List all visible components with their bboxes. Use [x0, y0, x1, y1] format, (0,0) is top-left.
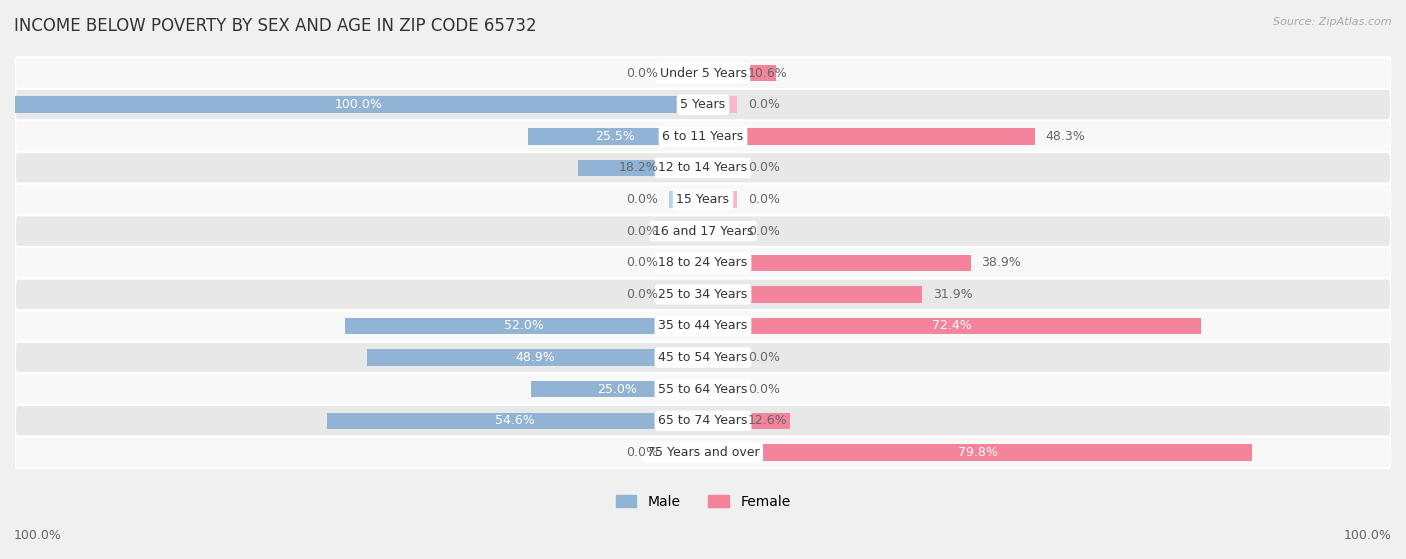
Text: 5 Years: 5 Years: [681, 98, 725, 111]
Text: 0.0%: 0.0%: [748, 225, 780, 238]
Bar: [367, 349, 703, 366]
Text: 0.0%: 0.0%: [748, 162, 780, 174]
FancyBboxPatch shape: [15, 121, 1391, 152]
Bar: [703, 318, 1201, 334]
FancyBboxPatch shape: [15, 373, 1391, 405]
Text: 35 to 44 Years: 35 to 44 Years: [658, 319, 748, 333]
Text: 0.0%: 0.0%: [626, 288, 658, 301]
FancyBboxPatch shape: [15, 310, 1391, 342]
FancyBboxPatch shape: [15, 278, 1391, 310]
Text: 25.5%: 25.5%: [595, 130, 636, 143]
Bar: [703, 349, 737, 366]
Text: 0.0%: 0.0%: [748, 383, 780, 396]
Text: 54.6%: 54.6%: [495, 414, 536, 427]
Text: 25.0%: 25.0%: [598, 383, 637, 396]
Bar: [703, 65, 776, 81]
Bar: [703, 381, 737, 397]
Text: 0.0%: 0.0%: [748, 193, 780, 206]
Bar: [669, 254, 703, 271]
Text: Under 5 Years: Under 5 Years: [659, 67, 747, 79]
Bar: [669, 191, 703, 208]
Text: 38.9%: 38.9%: [981, 256, 1021, 269]
FancyBboxPatch shape: [15, 57, 1391, 89]
Text: 10.6%: 10.6%: [748, 67, 787, 79]
FancyBboxPatch shape: [15, 215, 1391, 247]
Bar: [346, 318, 703, 334]
FancyBboxPatch shape: [15, 184, 1391, 215]
Text: 25 to 34 Years: 25 to 34 Years: [658, 288, 748, 301]
Bar: [703, 286, 922, 302]
Text: 75 Years and over: 75 Years and over: [647, 446, 759, 459]
Text: 100.0%: 100.0%: [14, 529, 62, 542]
Text: 18 to 24 Years: 18 to 24 Years: [658, 256, 748, 269]
Text: 31.9%: 31.9%: [932, 288, 973, 301]
Text: 72.4%: 72.4%: [932, 319, 972, 333]
Legend: Male, Female: Male, Female: [610, 489, 796, 514]
Bar: [669, 223, 703, 239]
Bar: [527, 128, 703, 145]
Bar: [669, 444, 703, 461]
Text: 15 Years: 15 Years: [676, 193, 730, 206]
Text: 52.0%: 52.0%: [505, 319, 544, 333]
FancyBboxPatch shape: [15, 342, 1391, 373]
Bar: [669, 286, 703, 302]
FancyBboxPatch shape: [15, 247, 1391, 278]
Text: 0.0%: 0.0%: [748, 351, 780, 364]
Bar: [703, 160, 737, 176]
Bar: [703, 223, 737, 239]
Bar: [703, 97, 737, 113]
FancyBboxPatch shape: [15, 437, 1391, 468]
Text: 48.9%: 48.9%: [515, 351, 554, 364]
Bar: [669, 65, 703, 81]
Text: 12 to 14 Years: 12 to 14 Years: [658, 162, 748, 174]
FancyBboxPatch shape: [15, 405, 1391, 437]
Bar: [328, 413, 703, 429]
Bar: [703, 128, 1035, 145]
Bar: [703, 413, 790, 429]
Text: 0.0%: 0.0%: [626, 256, 658, 269]
Text: 0.0%: 0.0%: [626, 193, 658, 206]
Text: 0.0%: 0.0%: [626, 225, 658, 238]
Text: INCOME BELOW POVERTY BY SEX AND AGE IN ZIP CODE 65732: INCOME BELOW POVERTY BY SEX AND AGE IN Z…: [14, 17, 537, 35]
Bar: [578, 160, 703, 176]
Text: 100.0%: 100.0%: [1344, 529, 1392, 542]
Text: 65 to 74 Years: 65 to 74 Years: [658, 414, 748, 427]
Text: 45 to 54 Years: 45 to 54 Years: [658, 351, 748, 364]
Bar: [703, 254, 970, 271]
Text: 0.0%: 0.0%: [748, 98, 780, 111]
Text: 100.0%: 100.0%: [335, 98, 382, 111]
Bar: [531, 381, 703, 397]
Text: 55 to 64 Years: 55 to 64 Years: [658, 383, 748, 396]
Text: 12.6%: 12.6%: [748, 414, 787, 427]
Text: 48.3%: 48.3%: [1046, 130, 1085, 143]
Text: 0.0%: 0.0%: [626, 67, 658, 79]
Text: 0.0%: 0.0%: [626, 446, 658, 459]
Text: 79.8%: 79.8%: [957, 446, 997, 459]
FancyBboxPatch shape: [15, 152, 1391, 184]
Text: Source: ZipAtlas.com: Source: ZipAtlas.com: [1274, 17, 1392, 27]
Bar: [703, 444, 1251, 461]
Text: 6 to 11 Years: 6 to 11 Years: [662, 130, 744, 143]
Text: 18.2%: 18.2%: [619, 162, 658, 174]
FancyBboxPatch shape: [15, 89, 1391, 121]
Bar: [15, 97, 703, 113]
Text: 16 and 17 Years: 16 and 17 Years: [652, 225, 754, 238]
Bar: [703, 191, 737, 208]
